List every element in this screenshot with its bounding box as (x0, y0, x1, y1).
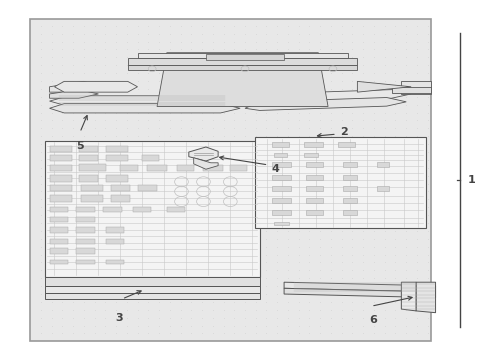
Bar (45, 277, 260, 286)
Polygon shape (128, 58, 357, 64)
Bar (203, 165, 223, 171)
Text: 4: 4 (272, 164, 280, 174)
Bar (343, 198, 357, 203)
Bar (306, 162, 323, 167)
Polygon shape (357, 81, 411, 92)
Bar (343, 210, 357, 215)
Bar (49, 185, 72, 192)
Bar (45, 293, 260, 299)
Bar (81, 195, 103, 202)
Bar (272, 175, 292, 180)
Polygon shape (284, 282, 436, 292)
Bar (306, 198, 323, 203)
Bar (147, 165, 167, 171)
Bar (79, 155, 98, 161)
Bar (304, 142, 323, 147)
Bar (76, 227, 95, 233)
Bar (343, 162, 357, 167)
Bar (49, 175, 72, 182)
Bar (121, 165, 138, 171)
Polygon shape (49, 96, 245, 107)
Bar (306, 186, 323, 192)
Text: 1: 1 (467, 175, 475, 185)
Bar (49, 195, 72, 202)
Polygon shape (54, 81, 138, 92)
Bar (106, 175, 128, 182)
Bar (49, 239, 68, 244)
Polygon shape (49, 90, 98, 98)
Bar (49, 227, 68, 233)
Polygon shape (416, 282, 436, 313)
Polygon shape (401, 282, 416, 311)
Polygon shape (194, 158, 218, 169)
Bar (79, 145, 98, 152)
Bar (230, 165, 247, 171)
Bar (76, 239, 95, 244)
Bar (138, 185, 157, 192)
Bar (272, 162, 292, 167)
Bar (106, 155, 128, 161)
Polygon shape (45, 140, 260, 277)
Bar (338, 142, 355, 147)
Bar (111, 185, 130, 192)
Polygon shape (245, 90, 411, 103)
Text: 2: 2 (340, 127, 348, 136)
Bar (272, 198, 292, 203)
Bar (49, 260, 68, 264)
Bar (103, 207, 122, 212)
Polygon shape (401, 81, 431, 94)
Bar (377, 186, 389, 192)
Bar (49, 155, 72, 161)
Bar (30, 19, 431, 341)
Text: 3: 3 (116, 313, 123, 323)
Bar (133, 207, 151, 212)
Bar (49, 217, 68, 222)
Bar (306, 210, 323, 215)
Polygon shape (138, 53, 347, 58)
Polygon shape (284, 288, 436, 298)
Bar (106, 260, 124, 264)
Bar (272, 210, 292, 215)
Bar (106, 145, 128, 152)
Bar (49, 248, 68, 253)
Bar (111, 195, 130, 202)
Polygon shape (49, 81, 103, 92)
Bar (377, 162, 389, 167)
Bar (49, 145, 72, 152)
Bar (106, 227, 124, 233)
Polygon shape (245, 98, 406, 111)
Bar (167, 207, 185, 212)
Bar (343, 186, 357, 192)
Bar (143, 155, 159, 161)
Bar (274, 153, 287, 157)
Bar (272, 186, 292, 192)
Bar (79, 164, 106, 171)
Bar (106, 239, 124, 244)
Bar (274, 222, 289, 225)
Polygon shape (49, 104, 240, 113)
Polygon shape (206, 54, 284, 60)
Polygon shape (128, 64, 357, 69)
Bar (76, 248, 95, 253)
Bar (76, 260, 95, 264)
Bar (306, 175, 323, 180)
Bar (176, 165, 194, 171)
Bar (272, 142, 289, 147)
Text: 5: 5 (76, 141, 84, 151)
Polygon shape (189, 147, 218, 161)
Bar (45, 286, 260, 293)
Polygon shape (255, 137, 426, 228)
Bar (304, 153, 318, 157)
Bar (76, 207, 95, 212)
Bar (76, 217, 95, 222)
Polygon shape (157, 53, 328, 107)
Bar (81, 185, 103, 192)
Bar (49, 165, 72, 171)
Text: 6: 6 (369, 315, 377, 325)
Bar (79, 175, 98, 182)
Polygon shape (392, 87, 431, 93)
Bar (49, 207, 68, 212)
Bar (343, 175, 357, 180)
